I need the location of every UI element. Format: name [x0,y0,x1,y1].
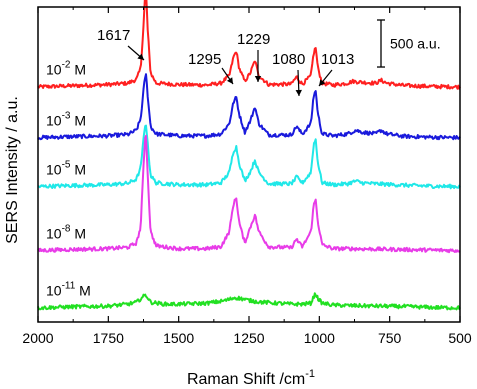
peak-label-1080: 1080 [272,51,305,68]
plot-frame [37,6,461,323]
series-label-1: 10-3 M [46,110,86,128]
plot-layer [37,0,461,311]
peak-arrowhead-1013 [319,79,326,86]
peak-label-1617: 1617 [97,27,130,44]
series-label-3: 10-8 M [46,223,86,241]
peak-label-1013: 1013 [321,51,354,68]
x-tick-label-6: 500 [448,330,472,346]
peak-arrowhead-1229 [254,76,262,82]
peak-arrowhead-1295 [226,77,233,84]
y-axis-label: SERS Intensity / a.u. [4,96,21,244]
x-tick-label-5: 750 [378,330,402,346]
x-tick-label-2: 1500 [163,330,194,346]
x-axis-label: Raman Shift /cm-1 [187,368,315,388]
series-label-2: 10-5 M [46,159,86,177]
peak-label-1229: 1229 [237,31,270,48]
series-line-0 [37,0,461,90]
series-line-4 [37,292,461,311]
scale-bar-label: 500 a.u. [390,36,441,52]
peak-label-1295: 1295 [188,51,221,68]
x-tick-label-1: 1750 [93,330,124,346]
series-label-4: 10-11 M [46,281,91,299]
x-tick-label-3: 1250 [233,330,264,346]
peak-arrowhead-1080 [295,89,302,96]
x-tick-label-4: 1000 [304,330,335,346]
series-line-3 [37,134,461,254]
peak-arrowhead-1617 [137,53,144,60]
axes-layer: 2000 1750 1500 1250 1000 750 500 [22,6,472,346]
x-tick-label-0: 2000 [22,330,53,346]
series-line-1 [37,73,461,141]
series-line-2 [37,124,461,190]
series-label-0: 10-2 M [46,60,86,78]
annotation-layer: 10-2 M 10-3 M 10-5 M 10-8 M 10-11 M 500 a.u. 1… [46,19,441,299]
